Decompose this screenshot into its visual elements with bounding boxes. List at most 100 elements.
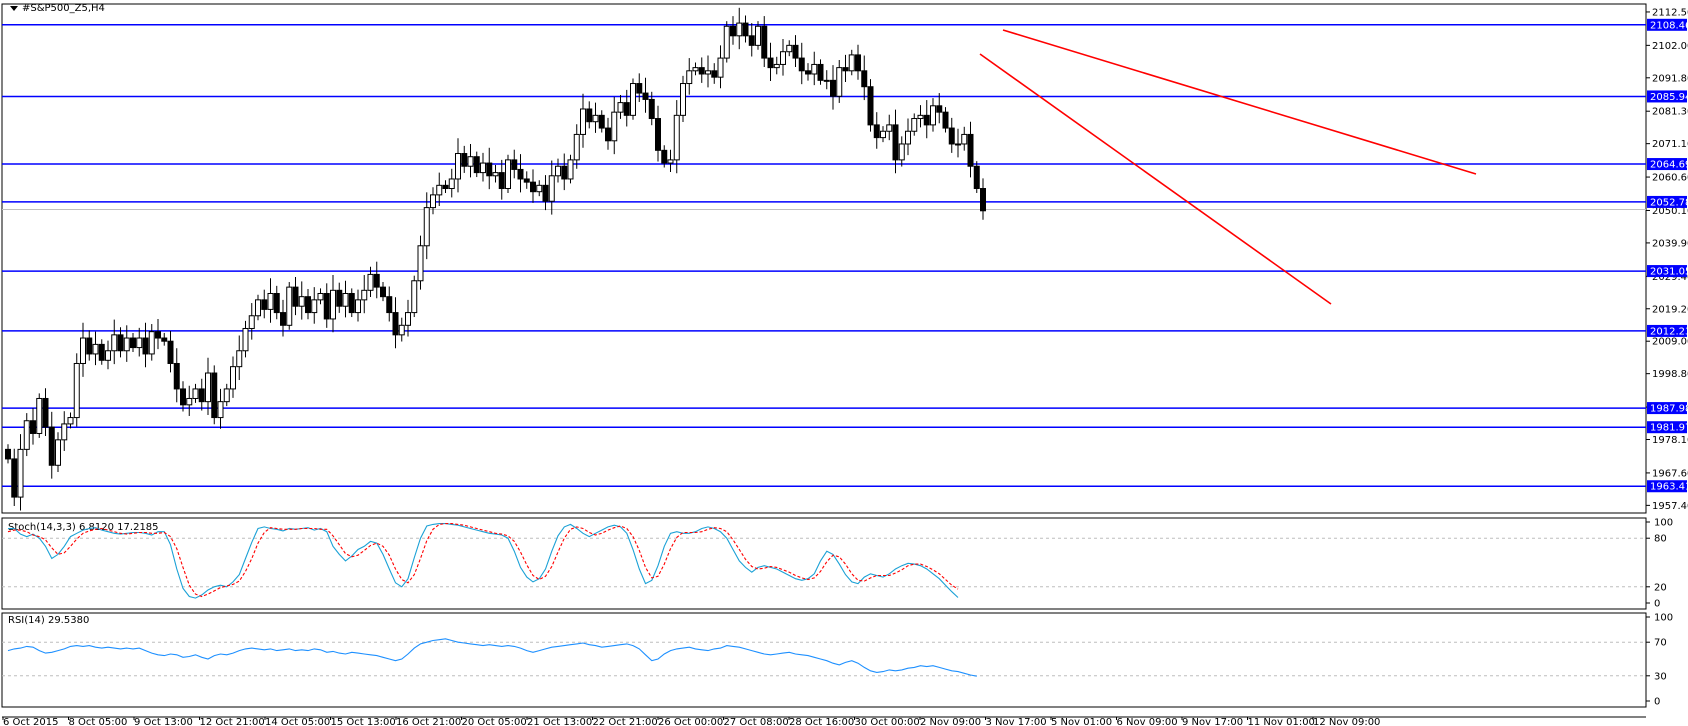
candle-body xyxy=(923,114,930,126)
time-tick-label: 30 Oct 00:00 xyxy=(855,717,920,726)
candle xyxy=(792,35,799,67)
candle-body xyxy=(223,388,230,403)
candle-body xyxy=(736,22,743,37)
candle xyxy=(548,160,555,215)
candle xyxy=(23,413,30,457)
panel-frame-2 xyxy=(1,612,1647,708)
dropdown-triangle-icon xyxy=(10,5,18,11)
candle xyxy=(511,149,518,179)
candle-body xyxy=(611,111,618,142)
candle-body xyxy=(36,397,43,434)
candles xyxy=(5,7,986,511)
candle-body xyxy=(623,102,630,116)
candle xyxy=(155,318,161,350)
level-tag-label: 2064.69 xyxy=(1650,160,1688,171)
candle xyxy=(417,235,424,290)
candle xyxy=(205,357,211,416)
candle-body xyxy=(498,172,505,190)
price-tick-label: 1998.80 xyxy=(1652,369,1688,380)
candle-body xyxy=(305,296,311,314)
candle-body xyxy=(192,388,199,399)
candle-body xyxy=(817,63,824,81)
time-tick-label: 14 Oct 05:00 xyxy=(265,717,330,726)
candle-body xyxy=(786,44,793,53)
candle-body xyxy=(280,312,286,326)
candle-body xyxy=(505,159,511,190)
candle xyxy=(173,348,180,403)
candle-body xyxy=(86,337,93,355)
candle-body xyxy=(380,286,386,298)
candle-body xyxy=(336,289,343,307)
candle-body xyxy=(348,292,355,314)
candle-body xyxy=(955,143,961,146)
candle xyxy=(436,172,443,207)
level-tag xyxy=(1647,324,1687,337)
time-tick-label: 3 Nov 17:00 xyxy=(986,717,1047,726)
candle-body xyxy=(967,133,974,167)
level-tag xyxy=(1647,195,1687,208)
candle xyxy=(198,378,205,411)
time-tick-label: 22 Oct 21:00 xyxy=(593,717,658,726)
candle xyxy=(873,112,880,149)
indicator-tick-label: 100 xyxy=(1654,613,1673,624)
level-tag-label: 2085.94 xyxy=(1650,92,1688,103)
candle-body xyxy=(461,153,468,167)
panel-frame-0 xyxy=(1,3,1647,514)
candle xyxy=(461,145,468,173)
price-tick-label: 2060.60 xyxy=(1652,173,1688,184)
candle-body xyxy=(367,273,374,291)
candle xyxy=(605,117,611,150)
candle-body xyxy=(698,67,705,75)
candle-body xyxy=(61,423,68,441)
candle-body xyxy=(423,207,430,247)
time-tick-label: 26 Oct 00:00 xyxy=(658,717,723,726)
candle xyxy=(598,110,605,133)
candle-body xyxy=(267,292,274,310)
candle xyxy=(642,77,649,113)
candle xyxy=(861,55,868,101)
candle xyxy=(80,322,86,377)
candle-body xyxy=(92,343,99,355)
candle xyxy=(898,136,905,167)
candle xyxy=(330,275,336,333)
candle xyxy=(30,408,36,445)
candle xyxy=(717,45,724,89)
candle xyxy=(348,288,355,318)
candle-body xyxy=(973,165,980,190)
price-tick-label: 2050.10 xyxy=(1652,206,1688,217)
candle xyxy=(248,303,255,340)
candle xyxy=(430,187,436,215)
candle xyxy=(105,340,111,370)
indicator-tick-label: 100 xyxy=(1654,518,1673,529)
candle-body xyxy=(792,44,799,59)
price-tick-label: 2039.90 xyxy=(1652,238,1688,249)
candle xyxy=(636,73,643,102)
candle xyxy=(505,154,511,193)
candle xyxy=(942,107,949,133)
candle xyxy=(161,332,168,346)
candle-body xyxy=(42,397,49,428)
candle xyxy=(961,126,968,151)
candle xyxy=(473,151,480,178)
candle-body xyxy=(617,102,624,113)
time-tick-label: 12 Oct 21:00 xyxy=(200,717,265,726)
price-tick-label: 2102.00 xyxy=(1652,41,1688,52)
candle xyxy=(611,96,618,155)
candle-body xyxy=(17,448,24,498)
candle xyxy=(742,15,749,43)
candle xyxy=(842,54,849,82)
level-tag xyxy=(1647,480,1687,493)
candle xyxy=(467,143,474,178)
candle-body xyxy=(648,98,655,120)
candle-body xyxy=(342,292,349,307)
candle-body xyxy=(373,273,380,288)
candle-body xyxy=(486,162,493,177)
candle xyxy=(261,289,268,319)
candle-body xyxy=(705,70,711,75)
candle xyxy=(867,79,874,132)
candle-body xyxy=(355,299,361,314)
time-tick-label: 6 Nov 09:00 xyxy=(1117,717,1178,726)
candle-body xyxy=(330,289,336,320)
time-tick-label: 8 Oct 05:00 xyxy=(69,717,128,726)
